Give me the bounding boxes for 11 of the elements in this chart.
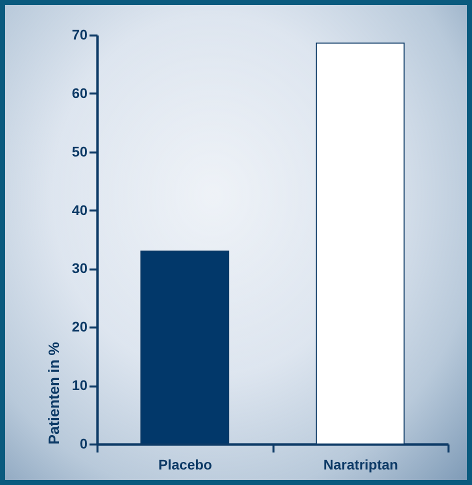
y-tick-label: 40 — [72, 202, 88, 218]
y-tick-label: 60 — [72, 84, 88, 101]
x-tick-label: Naratriptan — [323, 456, 398, 472]
y-tick-label: 50 — [72, 143, 88, 160]
y-tick-label: 10 — [72, 377, 88, 394]
y-tick-label: 30 — [72, 260, 88, 276]
y-tick-label: 0 — [80, 436, 88, 452]
y-axis-title: Patienten in % — [46, 342, 63, 444]
x-tick-label: Placebo — [158, 456, 212, 472]
y-tick-label: 70 — [72, 26, 88, 42]
y-tick-label: 20 — [72, 318, 88, 335]
